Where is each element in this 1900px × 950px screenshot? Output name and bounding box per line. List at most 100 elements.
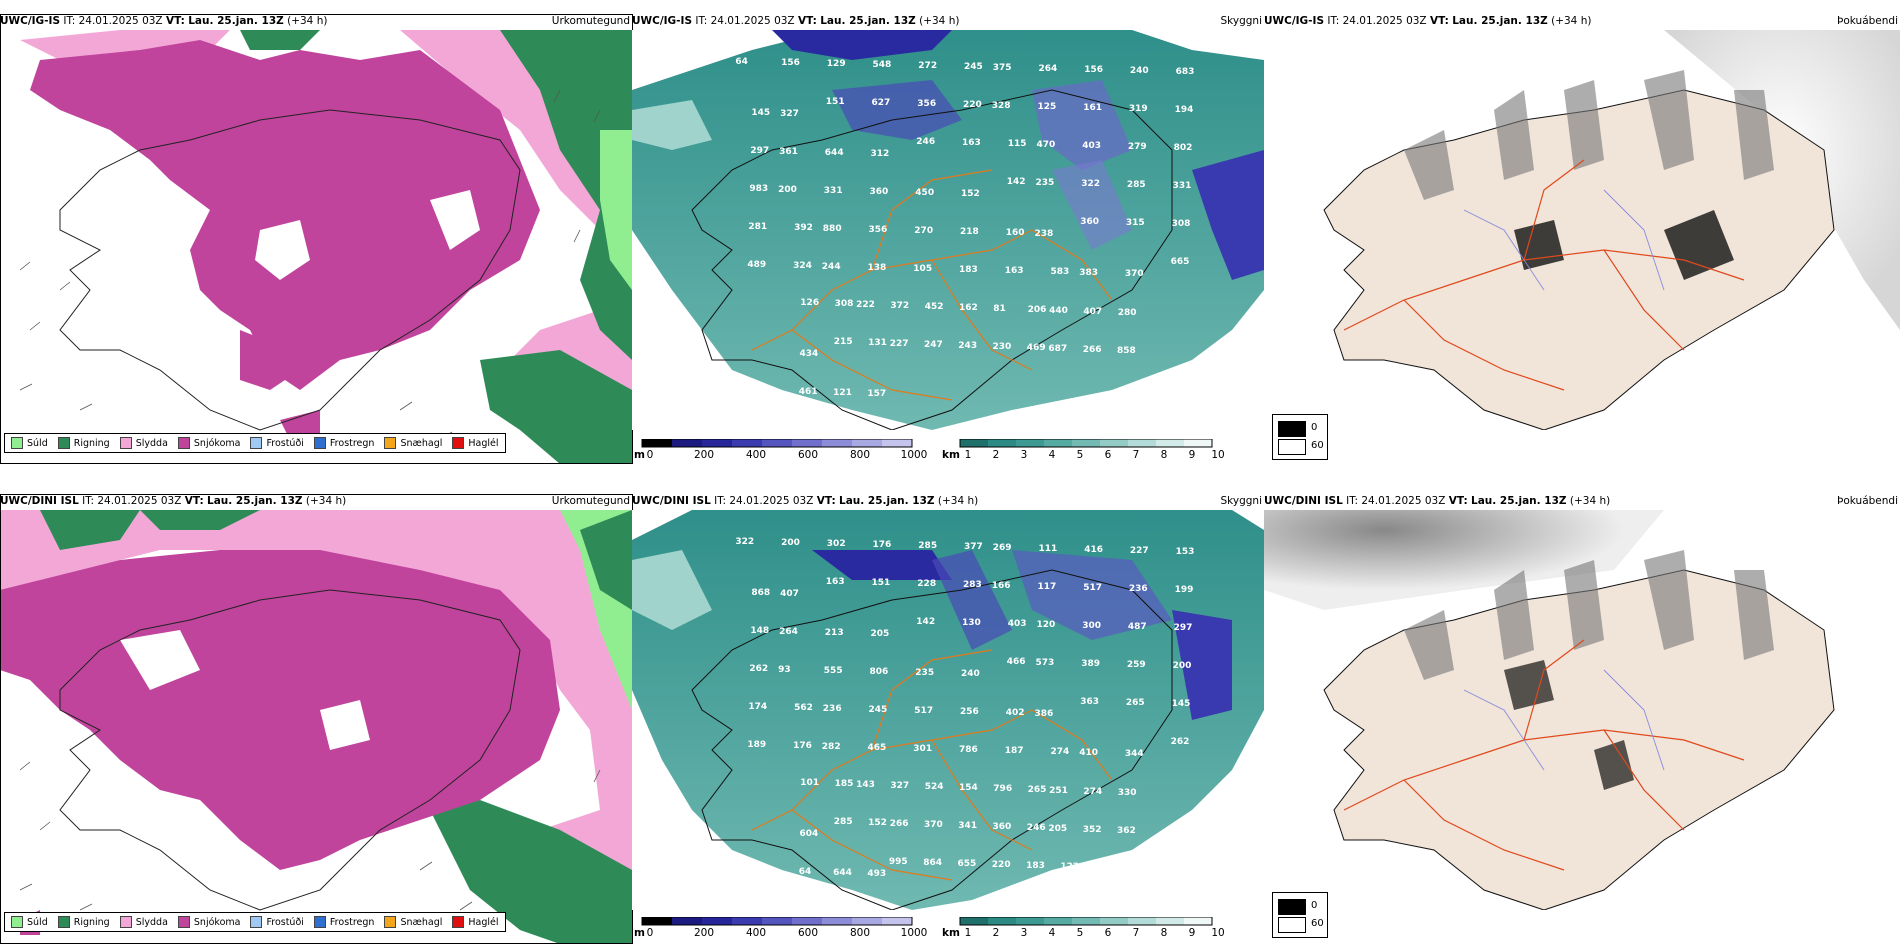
ceiling-value-label: 312 [871,149,890,159]
ceiling-value-label: 145 [751,108,770,118]
ceiling-value-label: 152 [961,189,980,199]
ceiling-value-label: 327 [780,109,799,119]
cloud-panel-row2: UWC/DINI ISL IT: 24.01.2025 03Z VT: Lau.… [632,494,1264,944]
ceiling-value-label: 115 [1008,139,1027,149]
ceiling-tick: 800 [849,449,871,461]
ceiling-value-label: 370 [1125,269,1144,279]
legend-swatch [177,437,190,449]
legend-label: Haglél [468,916,499,928]
panel-title: Úrkomutegund [551,15,630,27]
ceiling-value-label: 372 [890,301,909,311]
ceiling-value-label: 562 [794,703,813,713]
ceiling-value-label: 341 [958,821,977,831]
ceiling-value-label: 163 [1005,266,1024,276]
ceiling-value-label: 297 [1174,623,1193,633]
ceiling-value-label: 265 [1028,785,1047,795]
legend-swatch [452,437,465,449]
visibility-colorbar: km 1 2 3 4 5 6 7 8 9 10 [942,439,1242,463]
ceiling-value-label: 469 [1027,343,1046,353]
legend-item-1: Súld [11,916,48,928]
ceiling-value-label: 407 [1083,307,1102,317]
it-value: 24.01.2025 03Z [729,495,814,507]
ceiling-value-label: 161 [1083,103,1102,113]
ceiling-value-label: 324 [793,261,812,271]
ceiling-colorbar-gradient [641,917,913,926]
ceiling-value-label: 281 [748,222,767,232]
ceiling-value-label: 160 [1006,228,1025,238]
ceiling-value-label: 360 [1080,217,1099,227]
ceiling-tick: 0 [646,449,654,461]
ceiling-value-label: 407 [780,589,799,599]
legend-label: Haglél [468,437,499,449]
visibility-tick: 6 [1104,927,1112,939]
visibility-tick: 9 [1188,449,1196,461]
legend-item-5: Frostúði [250,916,304,928]
ceiling-value-label: 297 [750,146,769,156]
precip-legend: Súld Rigning Slydda Snjókoma Frostúði Fr… [4,912,506,932]
ceiling-tick: 400 [745,927,767,939]
vt-label: VT: [1448,495,1468,507]
ceiling-value-label: 403 [1008,619,1027,629]
model-name: UWC/DINI ISL [632,495,711,507]
ceiling-value-label: 148 [750,626,769,636]
ceiling-value-label: 156 [781,58,800,68]
ceiling-value-label: 858 [1117,346,1136,356]
ceiling-value-label: 122 [1060,862,1079,872]
ceiling-value-label: 864 [923,858,942,868]
ceiling-value-label: 524 [925,782,944,792]
fog-panel-row2: UWC/DINI ISL IT: 24.01.2025 03Z VT: Lau.… [1264,494,1900,944]
visibility-tick: 6 [1104,449,1112,461]
ceiling-value-label: 604 [800,829,819,839]
legend-swatch [250,437,263,449]
it-label: IT: [63,15,76,27]
ceiling-value-label: 279 [1128,142,1147,152]
it-label: IT: [1346,495,1359,507]
ceiling-value-label: 983 [749,184,768,194]
ceiling-value-label: 157 [867,389,886,399]
fog-legend-light-swatch [1278,917,1306,933]
panel-title: Úrkomutegund [551,495,630,507]
ceiling-value-label: 151 [826,97,845,107]
visibility-tick: 9 [1188,927,1196,939]
legend-item-8: Haglél [452,437,499,449]
legend-swatch [384,916,397,928]
ceiling-value-label: 129 [827,59,846,69]
ceiling-value-label: 130 [962,618,981,628]
legend-swatch [11,437,23,449]
ceiling-value-label: 802 [1174,143,1193,153]
ceiling-value-label: 301 [913,744,932,754]
ceiling-value-label: 389 [1081,659,1100,669]
fog-legend-light-swatch [1278,439,1306,455]
ceiling-value-label: 786 [959,745,978,755]
ceiling-value-label: 64 [735,57,748,67]
ceiling-value-labels: 322 200 302 176 285 377 269 111 416 227 153 868 407 1… [735,537,1194,879]
ceiling-value-label: 111 [1039,544,1058,554]
vt-value: Lau. 25.jan. 13Z [207,495,303,507]
ceiling-colorbar: m 0 200 400 600 800 1000 [634,439,934,463]
ceiling-value-label: 356 [869,225,888,235]
ceiling-tick: 1000 [900,927,928,939]
ceiling-value-label: 162 [959,303,978,313]
cloud-panel-row1: UWC/IG-IS IT: 24.01.2025 03Z VT: Lau. 25… [632,14,1264,464]
visibility-tick: 10 [1211,449,1225,461]
visibility-tick: 5 [1076,927,1084,939]
ceiling-value-label: 555 [824,666,843,676]
ceiling-value-label: 246 [1027,823,1046,833]
ceiling-value-label: 126 [800,298,819,308]
fog-legend-dark-swatch [1278,421,1306,437]
ceiling-value-label: 461 [799,387,818,397]
ceiling-value-label: 256 [960,707,979,717]
legend-item-4: Snjókoma [177,437,240,449]
ceiling-value-label: 105 [913,264,932,274]
ceiling-value-labels: 64 156 129 548 272 245 375 264 156 240 683 145 327 15… [735,57,1194,399]
ceiling-value-label: 259 [1127,660,1146,670]
ceiling-value-label: 183 [959,265,978,275]
vt-value: Lau. 25.jan. 13Z [820,15,916,27]
ceiling-value-label: 145 [1172,699,1191,709]
ceiling-value-label: 352 [1083,825,1102,835]
fog-map [1264,30,1900,430]
ceiling-value-label: 644 [833,868,852,878]
it-value: 24.01.2025 03Z [78,15,163,27]
ceiling-value-label: 121 [833,388,852,398]
ceiling-value-label: 200 [781,538,800,548]
